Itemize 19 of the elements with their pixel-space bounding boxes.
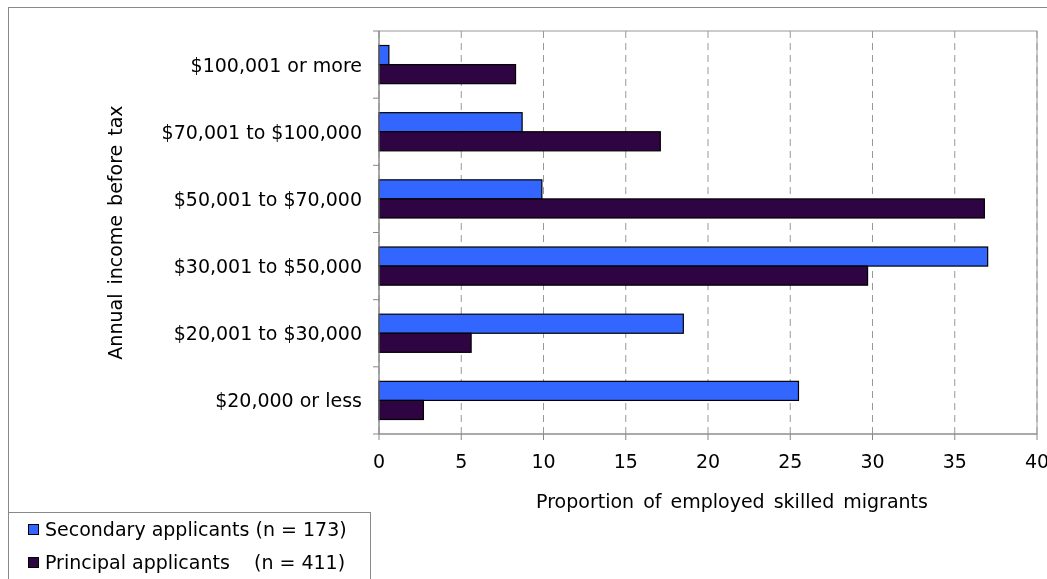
y-tick-label: $100,001 or more [190,53,362,76]
x-tick-label: 40 [1024,450,1047,472]
x-tick-label: 10 [531,450,556,472]
y-tick-label: $20,000 or less [215,389,362,412]
y-tick-label: $50,001 to $70,000 [173,187,362,210]
x-tick-label: 15 [613,450,638,472]
x-tick-label: 5 [455,450,468,472]
y-tick-label: $70,001 to $100,000 [161,120,362,143]
legend-label: Principal applicants (n = 411) [45,551,346,573]
y-tick-label: $30,001 to $50,000 [173,255,362,278]
legend-label: Secondary applicants (n = 173) [45,518,347,540]
y-tick-label: $20,001 to $30,000 [173,322,362,345]
x-axis-title: Proportion of employed skilled migrants [536,490,928,512]
x-tick-label: 0 [372,450,386,472]
x-tick-label: 20 [695,450,721,472]
y-axis-title: Annual income before tax [104,105,126,360]
x-tick-label: 35 [942,450,967,472]
x-tick-label: 25 [778,450,803,472]
x-tick-label: 30 [860,450,885,472]
